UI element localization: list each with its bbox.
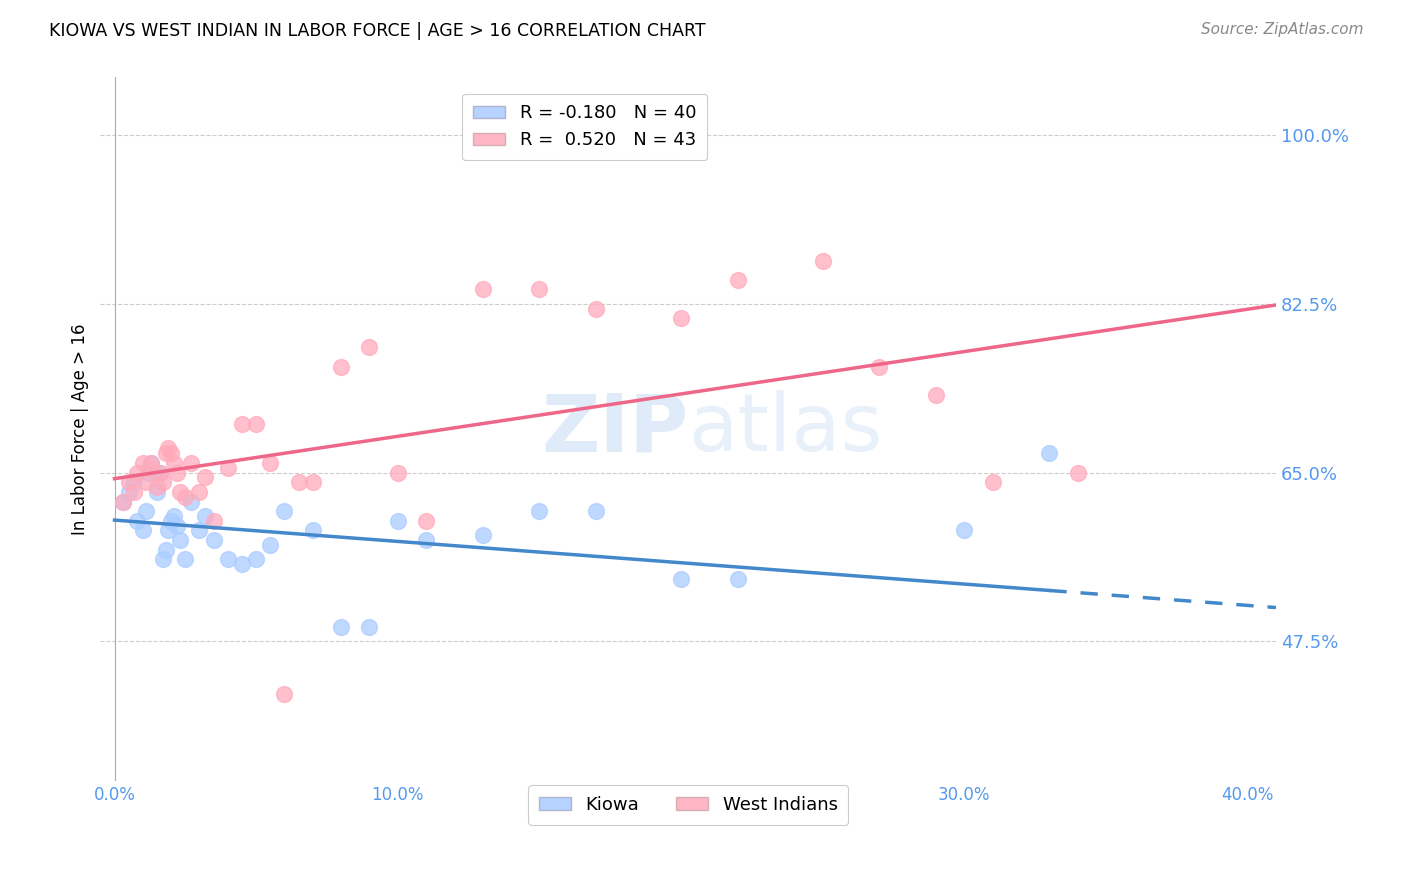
Point [135, 504, 157, 518]
Point [727, 273, 749, 287]
Point [669, 311, 692, 326]
Point [231, 557, 253, 571]
Point [194, 470, 217, 484]
Point [118, 484, 141, 499]
Point [111, 494, 134, 508]
Point [141, 456, 163, 470]
Point [160, 446, 183, 460]
Point [259, 456, 281, 470]
Text: ZIP: ZIP [541, 390, 688, 468]
Point [981, 475, 1004, 490]
Point [217, 552, 239, 566]
Point [155, 542, 177, 557]
Point [273, 504, 295, 518]
Point [669, 572, 692, 586]
Point [387, 466, 409, 480]
Point [194, 508, 217, 523]
Legend: Kiowa, West Indians: Kiowa, West Indians [527, 785, 848, 825]
Point [157, 524, 180, 538]
Point [166, 466, 188, 480]
Point [330, 620, 353, 634]
Point [163, 456, 186, 470]
Point [124, 475, 146, 490]
Point [124, 484, 146, 499]
Point [953, 524, 976, 538]
Point [169, 533, 191, 547]
Point [149, 466, 172, 480]
Point [188, 524, 211, 538]
Point [132, 456, 155, 470]
Point [135, 475, 157, 490]
Text: Source: ZipAtlas.com: Source: ZipAtlas.com [1201, 22, 1364, 37]
Point [202, 514, 225, 528]
Point [811, 253, 834, 268]
Point [231, 417, 253, 432]
Point [585, 504, 607, 518]
Point [174, 490, 197, 504]
Point [146, 484, 169, 499]
Point [359, 620, 381, 634]
Point [152, 552, 174, 566]
Point [217, 460, 239, 475]
Point [138, 466, 160, 480]
Point [138, 460, 160, 475]
Point [471, 283, 494, 297]
Point [146, 480, 169, 494]
Point [273, 687, 295, 701]
Point [811, 793, 834, 807]
Point [925, 388, 948, 402]
Point [163, 508, 186, 523]
Point [727, 572, 749, 586]
Point [202, 533, 225, 547]
Point [180, 494, 202, 508]
Point [157, 442, 180, 456]
Point [301, 475, 323, 490]
Point [330, 359, 353, 374]
Point [301, 524, 323, 538]
Point [118, 475, 141, 490]
Point [471, 528, 494, 542]
Point [1038, 446, 1060, 460]
Point [160, 514, 183, 528]
Point [180, 456, 202, 470]
Point [259, 538, 281, 552]
Point [127, 466, 149, 480]
Point [127, 514, 149, 528]
Point [415, 533, 437, 547]
Point [529, 283, 551, 297]
Point [174, 552, 197, 566]
Point [387, 514, 409, 528]
Point [359, 340, 381, 354]
Point [155, 446, 177, 460]
Point [585, 301, 607, 316]
Text: KIOWA VS WEST INDIAN IN LABOR FORCE | AGE > 16 CORRELATION CHART: KIOWA VS WEST INDIAN IN LABOR FORCE | AG… [49, 22, 706, 40]
Point [152, 475, 174, 490]
Point [245, 417, 267, 432]
Point [415, 514, 437, 528]
Point [166, 518, 188, 533]
Point [141, 456, 163, 470]
Point [111, 494, 134, 508]
Point [132, 524, 155, 538]
Point [188, 484, 211, 499]
Point [287, 475, 309, 490]
Y-axis label: In Labor Force | Age > 16: In Labor Force | Age > 16 [72, 324, 89, 535]
Point [529, 504, 551, 518]
Point [1066, 466, 1088, 480]
Point [245, 552, 267, 566]
Text: atlas: atlas [688, 390, 883, 468]
Point [149, 466, 172, 480]
Point [868, 359, 890, 374]
Point [169, 484, 191, 499]
